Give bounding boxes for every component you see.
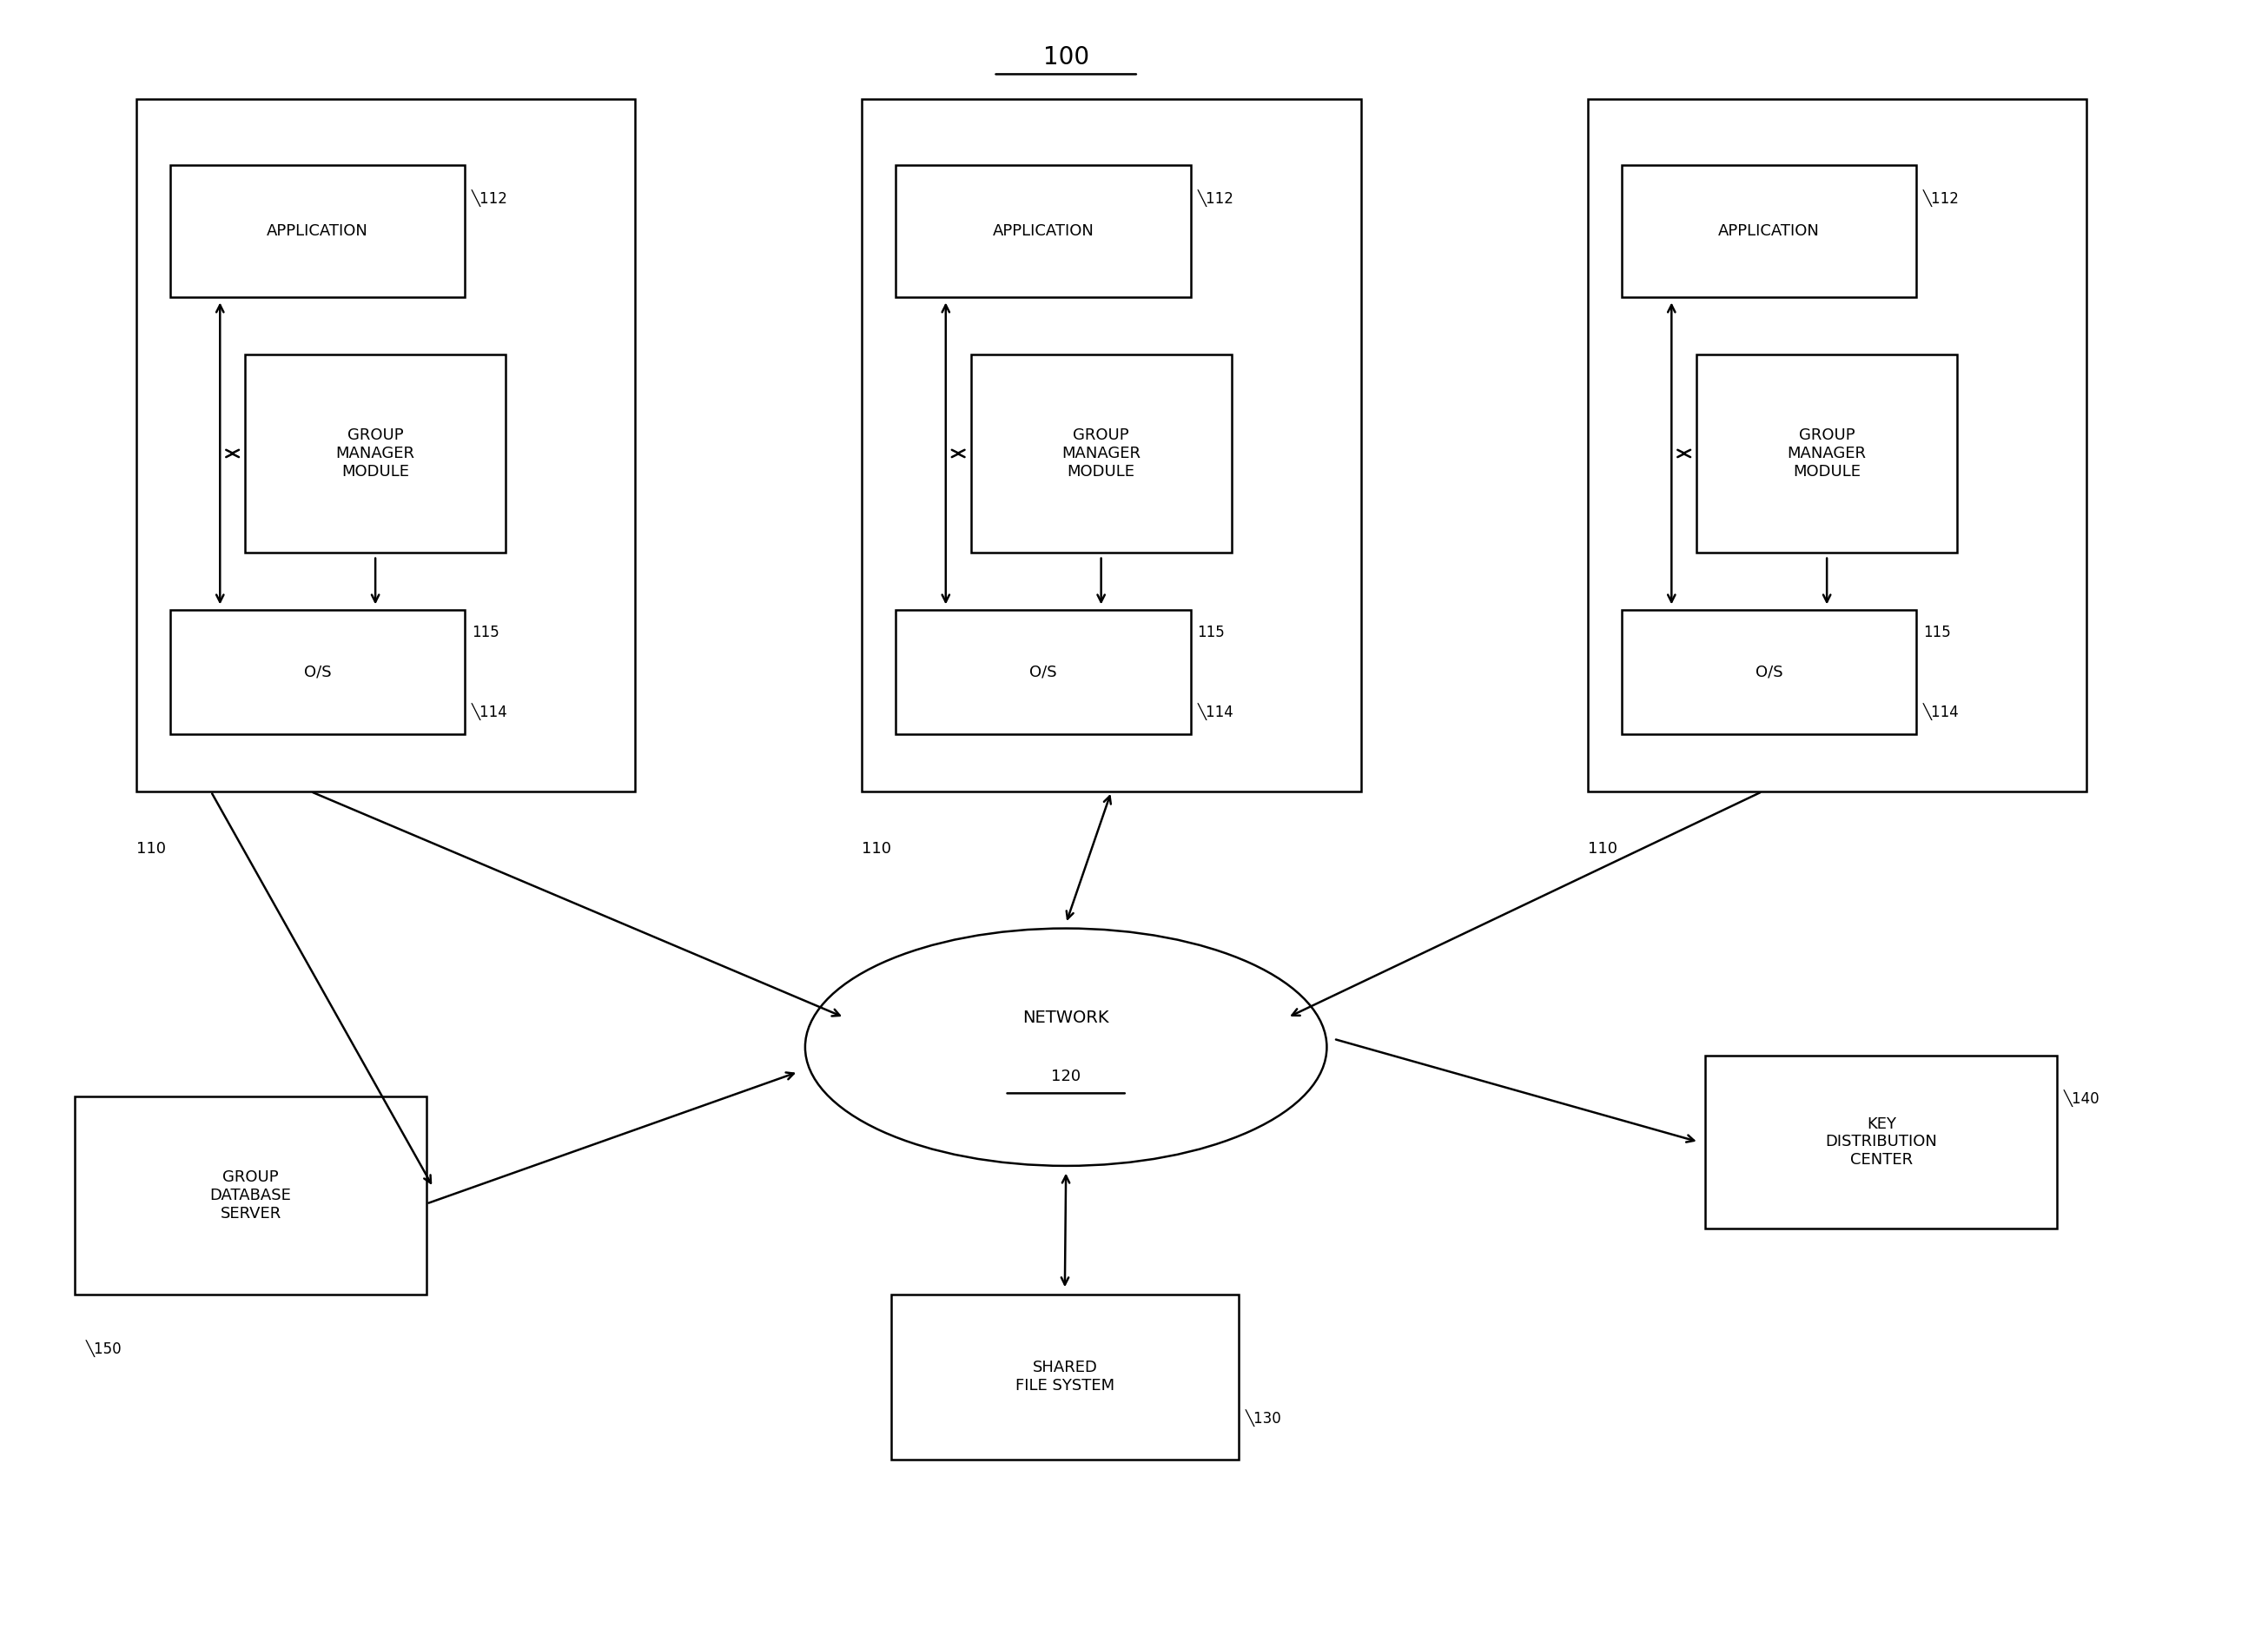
Text: 110: 110: [1588, 841, 1617, 857]
Text: GROUP
DATABASE
SERVER: GROUP DATABASE SERVER: [211, 1169, 290, 1222]
Text: 115: 115: [1198, 625, 1225, 640]
Text: 110: 110: [136, 841, 166, 857]
FancyBboxPatch shape: [896, 165, 1191, 297]
Text: 120: 120: [1050, 1069, 1082, 1085]
FancyBboxPatch shape: [1588, 99, 2087, 792]
Text: KEY
DISTRIBUTION
CENTER: KEY DISTRIBUTION CENTER: [1826, 1116, 1937, 1167]
Text: NETWORK: NETWORK: [1023, 1009, 1109, 1026]
FancyBboxPatch shape: [1696, 355, 1957, 552]
Text: APPLICATION: APPLICATION: [1719, 223, 1819, 239]
Text: ╲114: ╲114: [1923, 702, 1960, 721]
Text: ╲150: ╲150: [86, 1341, 122, 1357]
Text: ╲114: ╲114: [472, 702, 508, 721]
Text: GROUP
MANAGER
MODULE: GROUP MANAGER MODULE: [1061, 427, 1141, 480]
FancyBboxPatch shape: [862, 99, 1361, 792]
FancyBboxPatch shape: [1622, 610, 1916, 734]
Text: GROUP
MANAGER
MODULE: GROUP MANAGER MODULE: [1787, 427, 1867, 480]
Text: 115: 115: [1923, 625, 1950, 640]
Text: 110: 110: [862, 841, 891, 857]
FancyBboxPatch shape: [971, 355, 1232, 552]
FancyBboxPatch shape: [136, 99, 635, 792]
Text: ╲114: ╲114: [1198, 702, 1234, 721]
Text: O/S: O/S: [304, 665, 331, 679]
FancyBboxPatch shape: [1622, 165, 1916, 297]
Text: ╲112: ╲112: [1923, 190, 1960, 206]
Text: APPLICATION: APPLICATION: [268, 223, 367, 239]
Text: 100: 100: [1043, 46, 1089, 69]
Text: GROUP
MANAGER
MODULE: GROUP MANAGER MODULE: [336, 427, 415, 480]
Text: 115: 115: [472, 625, 499, 640]
Text: ╲140: ╲140: [2064, 1090, 2100, 1106]
FancyBboxPatch shape: [75, 1097, 426, 1294]
Text: O/S: O/S: [1030, 665, 1057, 679]
FancyBboxPatch shape: [891, 1294, 1238, 1459]
Text: ╲130: ╲130: [1245, 1410, 1281, 1426]
FancyBboxPatch shape: [170, 165, 465, 297]
FancyBboxPatch shape: [170, 610, 465, 734]
Text: ╲112: ╲112: [472, 190, 508, 206]
Text: ╲112: ╲112: [1198, 190, 1234, 206]
FancyBboxPatch shape: [1706, 1055, 2057, 1229]
Text: APPLICATION: APPLICATION: [993, 223, 1093, 239]
Text: O/S: O/S: [1755, 665, 1783, 679]
FancyBboxPatch shape: [896, 610, 1191, 734]
Text: SHARED
FILE SYSTEM: SHARED FILE SYSTEM: [1016, 1360, 1114, 1393]
Ellipse shape: [805, 928, 1327, 1166]
FancyBboxPatch shape: [245, 355, 506, 552]
